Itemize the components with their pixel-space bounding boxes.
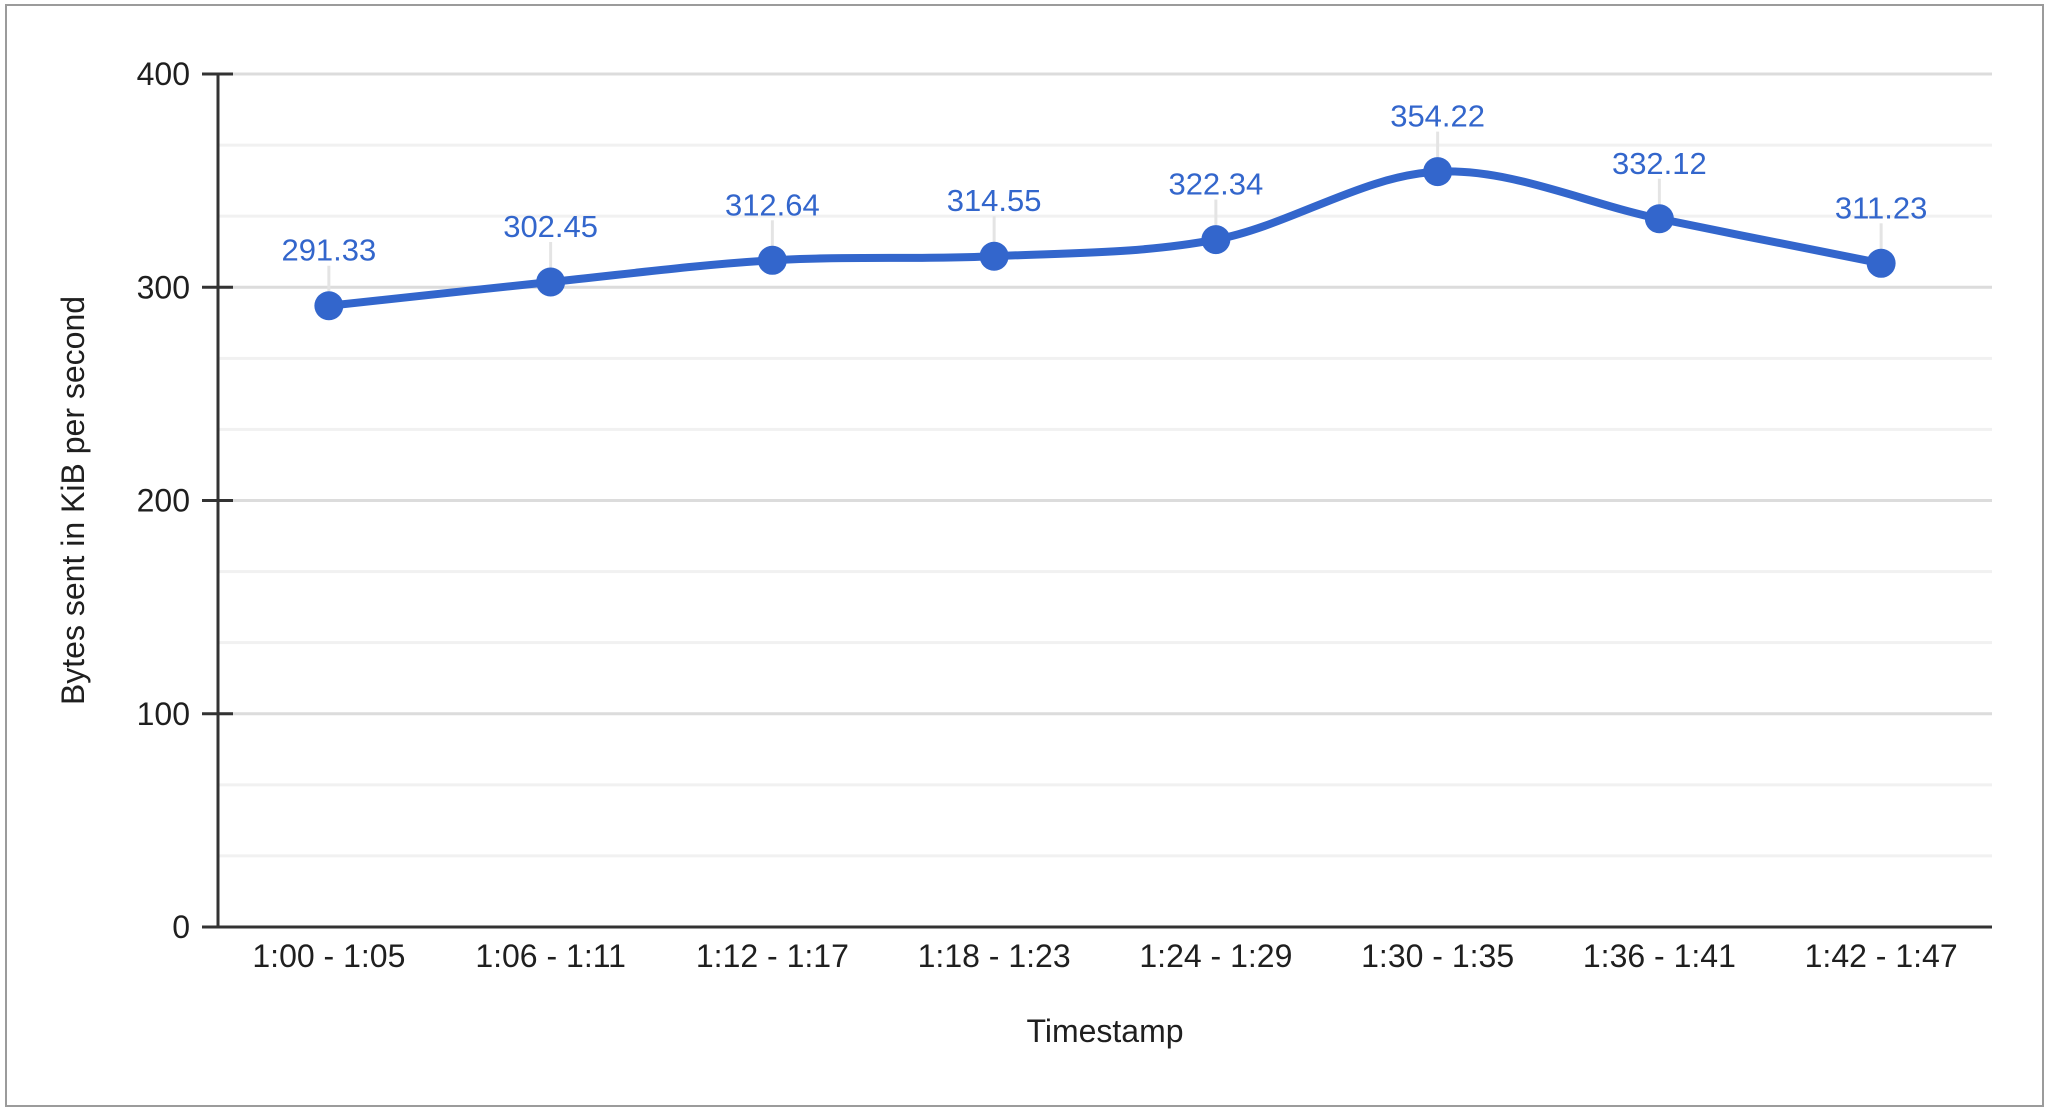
x-tick-label: 1:00 - 1:05 [252, 938, 405, 974]
data-point-marker[interactable] [314, 291, 344, 321]
data-point-label: 314.55 [947, 183, 1042, 218]
data-point-marker[interactable] [979, 241, 1009, 271]
data-point-label: 354.22 [1390, 99, 1485, 134]
data-point-marker[interactable] [536, 267, 566, 297]
y-tick-label: 200 [137, 483, 190, 519]
data-point-marker[interactable] [1644, 204, 1674, 234]
data-point-marker[interactable] [1423, 157, 1453, 187]
data-point-label: 332.12 [1612, 146, 1707, 181]
data-point-label: 312.64 [725, 187, 820, 222]
data-point-label: 291.33 [281, 233, 376, 268]
x-tick-label: 1:30 - 1:35 [1361, 938, 1514, 974]
y-tick-label: 400 [137, 56, 190, 92]
data-point-marker[interactable] [1201, 225, 1231, 255]
data-point-marker[interactable] [757, 245, 787, 275]
x-tick-label: 1:18 - 1:23 [918, 938, 1071, 974]
y-tick-label: 100 [137, 696, 190, 732]
x-tick-label: 1:06 - 1:11 [475, 938, 626, 974]
y-axis-title: Bytes sent in KiB per second [55, 296, 91, 705]
data-point-marker[interactable] [1866, 248, 1896, 278]
y-tick-label: 300 [137, 269, 190, 305]
y-tick-label: 0 [172, 909, 190, 945]
data-point-label: 322.34 [1168, 167, 1263, 202]
x-tick-label: 1:12 - 1:17 [696, 938, 849, 974]
series-line [324, 167, 1886, 310]
x-axis-title: Timestamp [1026, 1013, 1183, 1049]
x-tick-label: 1:42 - 1:47 [1805, 938, 1958, 974]
x-tick-label: 1:24 - 1:29 [1139, 938, 1292, 974]
data-point-label: 311.23 [1835, 190, 1928, 225]
data-point-label: 302.45 [503, 209, 598, 244]
x-tick-label: 1:36 - 1:41 [1583, 938, 1736, 974]
